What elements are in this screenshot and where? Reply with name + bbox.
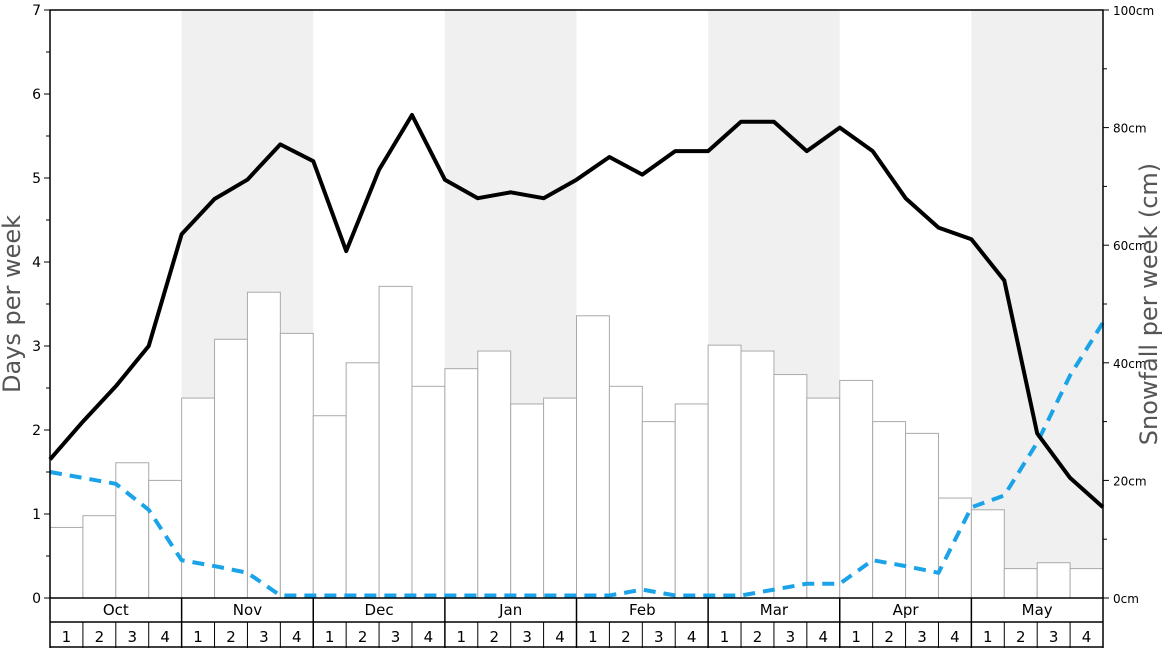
week-label: 2 [95,628,105,646]
week-label: 3 [786,628,796,646]
week-label: 2 [358,628,368,646]
y2-tick-label: 60cm [1113,239,1147,253]
snowfall-bar [82,515,117,599]
week-label: 3 [917,628,927,646]
week-label: 2 [884,628,894,646]
snowfall-bar [148,479,183,599]
y2-tick-label: 0cm [1113,592,1139,606]
week-label: 2 [621,628,631,646]
snowfall-bar [345,362,380,599]
snowfall-bar [312,415,347,599]
snowfall-bar [543,397,577,599]
week-label: 1 [457,628,467,646]
snowfall-bar [806,397,841,599]
snowfall-bar [641,421,676,599]
month-label: Jan [498,601,522,619]
week-label: 1 [720,628,730,646]
snowfall-bar [1003,568,1038,599]
y2-tick-label: 40cm [1113,357,1147,371]
y-axis-label: Days per week [0,215,26,393]
y-tick-label: 7 [32,3,41,19]
week-label: 3 [259,628,269,646]
y2-tick-label: 20cm [1113,474,1147,488]
snowfall-bar [444,368,479,599]
week-label: 4 [950,628,960,646]
week-label: 2 [753,628,763,646]
week-label: 4 [819,628,829,646]
week-label: 1 [851,628,861,646]
week-label: 3 [1049,628,1059,646]
snowfall-bar [608,385,643,599]
y-tick-label: 3 [32,339,41,355]
x-axis: Oct 1 2 3 4 Nov 1 2 3 4 Dec 1 2 3 4 Jan 1 2 3 4 Feb 1 2 3 4 Mar 1 2… [49,598,1104,648]
month-label: Apr [893,601,920,619]
week-label: 2 [226,628,236,646]
snowfall-bar [576,315,610,599]
snowfall-bar [1069,568,1104,599]
snowfall-bars [49,285,1104,599]
week-label: 1 [983,628,993,646]
week-label: 4 [1082,628,1092,646]
month-label: Mar [760,601,789,619]
week-label: 2 [489,628,499,646]
snowfall-bar [214,338,248,599]
snowfall-bar [181,397,216,599]
y-tick-label: 6 [32,87,41,103]
left-axis: 0 1 2 3 4 5 6 7 [32,3,50,607]
snowfall-bar [411,385,446,599]
snowfall-bar [115,462,150,599]
week-label: 1 [588,628,598,646]
month-label: Oct [103,601,129,619]
snowfall-bar [674,403,709,599]
week-label: 4 [555,628,565,646]
week-label: 3 [127,628,137,646]
week-label: 2 [1016,628,1026,646]
snowfall-bar [773,374,808,599]
y-tick-label: 0 [32,591,41,607]
month-label: Nov [233,601,262,619]
snowfall-bar [246,291,281,599]
snowfall-bar [1036,562,1071,599]
snowfall-bar [378,285,413,599]
y2-axis-label: Snowfall per week (cm) [1135,163,1163,445]
week-label: 3 [654,628,664,646]
y-tick-label: 2 [32,423,41,439]
snowfall-bar [740,350,775,599]
week-label: 4 [687,628,697,646]
y2-tick-label: 100cm [1113,4,1154,18]
snowfall-bar [510,403,545,599]
month-label: Feb [629,601,656,619]
week-label: 1 [193,628,203,646]
week-label: 1 [325,628,335,646]
y2-tick-label: 80cm [1113,122,1147,136]
data-lines [48,113,1105,598]
week-label: 4 [292,628,302,646]
week-label: 4 [160,628,170,646]
solid-line-series [48,113,1105,509]
snowfall-bar [872,421,907,599]
snowfall-bar [279,332,314,599]
week-label: 4 [424,628,434,646]
snowfall-bar [707,344,742,599]
week-label: 1 [62,628,72,646]
snowfall-bar [49,526,84,599]
month-label: May [1022,601,1053,619]
y-tick-label: 4 [32,255,41,271]
week-label: 3 [391,628,401,646]
y-tick-label: 1 [32,507,41,523]
month-label: Dec [365,601,394,619]
snowfall-bar [970,509,1005,599]
right-axis: 0cm 20cm 40cm 60cm 80cm 100cm [1103,4,1154,606]
y-tick-label: 5 [32,171,41,187]
snowfall-bar [477,350,512,599]
week-label: 3 [522,628,532,646]
